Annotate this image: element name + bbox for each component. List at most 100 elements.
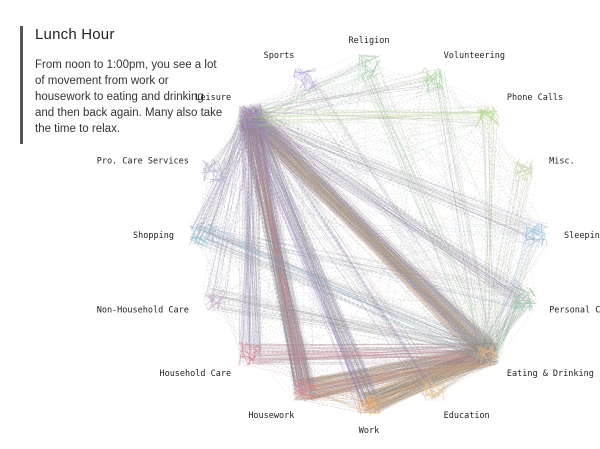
link-line <box>300 70 481 358</box>
background-link <box>475 120 536 235</box>
node-cluster-line <box>357 393 362 415</box>
link-line <box>246 117 479 351</box>
link-line <box>372 357 499 401</box>
link-line <box>249 114 260 365</box>
link-line <box>256 109 307 392</box>
link-line <box>260 108 302 384</box>
background-link <box>204 236 424 399</box>
node-cluster-line <box>307 84 317 92</box>
background-link <box>301 74 305 388</box>
link-line <box>211 288 485 344</box>
link-line <box>244 115 516 296</box>
node-cluster-line <box>364 395 369 414</box>
link-line <box>241 112 434 390</box>
link-line <box>245 118 518 297</box>
link-line <box>299 393 374 410</box>
link-line <box>206 126 248 166</box>
node-cluster-line <box>360 403 368 406</box>
node-cluster-line <box>297 383 306 396</box>
link-line <box>295 395 368 406</box>
link-line <box>240 120 488 365</box>
link-line <box>260 118 498 360</box>
node-cluster-line <box>302 380 317 390</box>
link-line <box>194 240 492 361</box>
link-line <box>314 77 478 351</box>
link-line <box>246 65 363 114</box>
link-line <box>239 69 435 122</box>
link-line <box>443 71 493 360</box>
link-line <box>195 225 520 293</box>
link-line <box>243 117 444 384</box>
link-line <box>196 245 488 353</box>
node-cluster-line <box>525 224 540 237</box>
node-cluster-line <box>481 111 494 119</box>
link-line <box>361 75 483 359</box>
link-line <box>223 296 485 345</box>
node-cluster-line <box>201 162 209 176</box>
node-cluster-line <box>208 291 219 298</box>
link-line <box>246 343 494 345</box>
node-cluster-line <box>206 160 220 169</box>
background-link <box>302 343 486 385</box>
node-cluster-work <box>357 392 381 415</box>
node-cluster-line <box>304 389 307 393</box>
link-line <box>258 124 484 361</box>
background-link <box>247 126 536 303</box>
link-line <box>252 110 432 386</box>
link-line <box>497 227 529 349</box>
link-line <box>433 87 485 354</box>
link-line <box>257 113 311 387</box>
link-line <box>190 115 245 231</box>
link-line <box>200 229 487 344</box>
node-label-non_household_care: Non-Household Care <box>97 306 189 316</box>
node-cluster-line <box>532 227 542 233</box>
link-line <box>204 236 481 359</box>
link-line <box>248 112 427 381</box>
background-link <box>215 119 493 177</box>
link-line <box>202 235 517 289</box>
link-line <box>244 109 493 344</box>
background-link <box>428 300 516 390</box>
link-line <box>483 310 526 351</box>
node-cluster-line <box>477 110 499 124</box>
node-cluster-line <box>357 69 372 78</box>
node-cluster-line <box>529 230 541 236</box>
link-line <box>299 348 492 387</box>
link-line <box>258 126 524 294</box>
node-cluster-line <box>299 68 311 79</box>
link-line <box>251 118 313 401</box>
link-line <box>240 118 304 381</box>
node-cluster-line <box>239 350 248 363</box>
link-line <box>247 107 486 358</box>
node-cluster-line <box>423 76 430 89</box>
link-line <box>482 240 530 352</box>
background-link <box>196 224 245 366</box>
background-link <box>296 84 543 224</box>
link-line <box>255 126 307 390</box>
link-line <box>204 236 525 301</box>
link-line <box>247 115 483 351</box>
link-line <box>223 308 486 348</box>
link-line <box>192 112 247 229</box>
link-line <box>200 225 478 352</box>
link-line <box>190 110 253 241</box>
link-line <box>248 67 366 108</box>
link-line <box>487 298 536 358</box>
link-line <box>199 225 490 344</box>
link-line <box>245 354 490 361</box>
node-cluster-line <box>438 80 441 82</box>
link-line <box>436 361 496 392</box>
link-line <box>252 123 311 391</box>
link-line <box>423 360 491 398</box>
background-link <box>252 63 371 111</box>
link-line <box>366 64 478 362</box>
link-line <box>253 108 434 393</box>
link-line <box>498 298 517 358</box>
background-link <box>220 234 544 303</box>
link-line <box>259 106 498 345</box>
link-line <box>251 113 432 389</box>
background-link <box>207 238 534 306</box>
link-line <box>295 392 371 403</box>
link-line <box>486 165 534 351</box>
link-line <box>247 121 252 356</box>
